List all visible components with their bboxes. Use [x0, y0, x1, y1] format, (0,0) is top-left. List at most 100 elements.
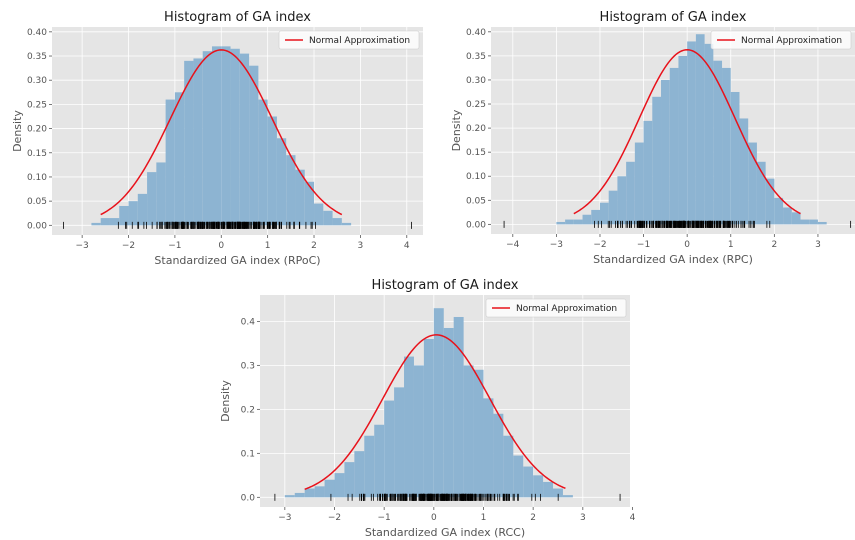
x-tick-label: 2 — [311, 241, 317, 251]
x-tick-label: 3 — [580, 513, 586, 523]
chart-title: Histogram of GA index — [600, 10, 747, 25]
histogram-bar — [304, 181, 315, 226]
rug-marks — [274, 493, 621, 501]
x-tick-label: −3 — [550, 240, 563, 250]
normal-approximation-curve — [304, 334, 566, 491]
x-tick-label: 1 — [265, 241, 271, 251]
chart-title: Histogram of GA index — [164, 10, 311, 25]
histogram-bar — [556, 221, 566, 225]
y-tick-label: 0.15 — [466, 148, 486, 158]
histogram-bar — [193, 58, 203, 226]
histogram-bar — [695, 34, 705, 225]
x-tick-label: −4 — [506, 240, 520, 250]
x-tick-label: 2 — [530, 513, 536, 523]
histogram-bar — [433, 308, 444, 498]
histogram-bar — [765, 178, 775, 225]
y-tick-label: 0.35 — [466, 52, 486, 62]
histogram-bar — [324, 479, 335, 498]
y-tick-label: 0.10 — [466, 172, 486, 182]
histogram-bar — [483, 398, 494, 498]
histogram-bar — [174, 92, 185, 226]
histogram-bar — [332, 218, 342, 226]
histogram-bar — [591, 209, 600, 225]
y-tick-label: 0.30 — [466, 76, 486, 86]
y-tick-label: 0.30 — [27, 76, 47, 86]
legend-label: Normal Approximation — [516, 304, 617, 314]
normal-approximation-curve — [573, 49, 801, 215]
histogram-bars — [284, 308, 573, 498]
x-axis-label: Standardized GA index (RPoC) — [154, 254, 320, 267]
legend-box — [710, 30, 852, 50]
histogram-bar — [774, 197, 784, 225]
histogram-bar — [543, 481, 554, 498]
histogram-bar — [202, 51, 212, 226]
histogram-bar — [230, 48, 240, 226]
x-axis-label: Standardized GA index (RCC) — [365, 526, 525, 539]
histogram-bar — [334, 473, 345, 498]
y-tick-labels: 0.00 0.05 0.10 0.15 0.20 0.25 0.30 0.35 0.40 — [466, 28, 491, 230]
y-tick-label: 0.20 — [466, 124, 486, 134]
histogram-bar — [809, 219, 818, 225]
histogram-bar — [109, 218, 120, 226]
histogram-bar — [341, 222, 352, 226]
histogram-bar — [374, 424, 385, 498]
histogram-bar — [791, 212, 801, 225]
y-tick-label: 0.15 — [27, 149, 47, 159]
histogram-bar — [783, 207, 792, 225]
histogram-bar — [249, 65, 259, 226]
histogram-bar — [634, 142, 644, 225]
y-tick-label: 0.0 — [241, 493, 256, 503]
histogram-bars — [556, 34, 827, 225]
rug-marks — [503, 220, 852, 228]
histogram-bar — [295, 169, 305, 226]
x-tick-label: −1 — [168, 241, 181, 251]
histogram-bar — [493, 413, 504, 498]
histogram-bar — [314, 486, 325, 498]
histogram-bar — [533, 475, 544, 498]
x-tick-label: 4 — [404, 241, 410, 251]
histogram-bar — [713, 60, 723, 225]
histogram-bar — [739, 118, 749, 225]
x-tick-label: −3 — [278, 513, 291, 523]
histogram-bar — [384, 400, 395, 498]
y-tick-label: 0.05 — [466, 196, 486, 206]
y-axis-label: Density — [450, 109, 463, 151]
y-tick-label: 0.05 — [27, 197, 47, 207]
y-tick-labels: 0.00 0.05 0.10 0.15 0.20 0.25 0.30 0.35 0.40 — [27, 28, 52, 231]
histogram-bar — [221, 46, 231, 226]
histogram-panel-1: −3 −2 −1 0 1 2 3 40.000.050.100.150.200.250.300… — [11, 10, 423, 267]
x-tick-label: −2 — [122, 241, 135, 251]
histogram-bar — [573, 219, 583, 225]
histogram-bar — [565, 219, 574, 225]
histogram-bar — [678, 55, 688, 225]
histogram-bar — [599, 202, 609, 225]
histogram-bar — [239, 53, 250, 226]
legend: Normal Approximation — [485, 298, 627, 318]
y-tick-labels: 0.0 0.1 0.2 0.3 0.4 — [241, 317, 260, 503]
x-tick-label: 3 — [815, 240, 821, 250]
histogram-bar — [643, 120, 653, 225]
histogram-bar — [817, 221, 827, 225]
x-tick-label: −1 — [378, 513, 391, 523]
y-tick-label: 0.1 — [241, 449, 255, 459]
histogram-bar — [284, 495, 295, 498]
x-tick-label: 4 — [630, 513, 636, 523]
histogram-bar — [513, 455, 524, 498]
histogram-bar — [304, 488, 315, 498]
histogram-bar — [722, 67, 731, 225]
y-tick-label: 0.3 — [241, 361, 255, 371]
histogram-bar — [364, 435, 375, 498]
y-tick-label: 0.00 — [466, 220, 486, 230]
histogram-bar — [276, 138, 287, 226]
x-tick-label: −3 — [76, 241, 89, 251]
x-tick-label: 2 — [771, 240, 777, 250]
x-tick-labels: −4 −3 −2 −1 0 1 2 3 — [506, 234, 821, 250]
histogram-bar — [184, 60, 194, 226]
y-tick-label: 0.35 — [27, 52, 47, 62]
y-tick-label: 0.2 — [241, 405, 255, 415]
histogram-bar — [453, 316, 464, 498]
legend-box — [278, 30, 420, 50]
chart-title: Histogram of GA index — [372, 278, 519, 293]
histogram-bar — [91, 222, 101, 226]
